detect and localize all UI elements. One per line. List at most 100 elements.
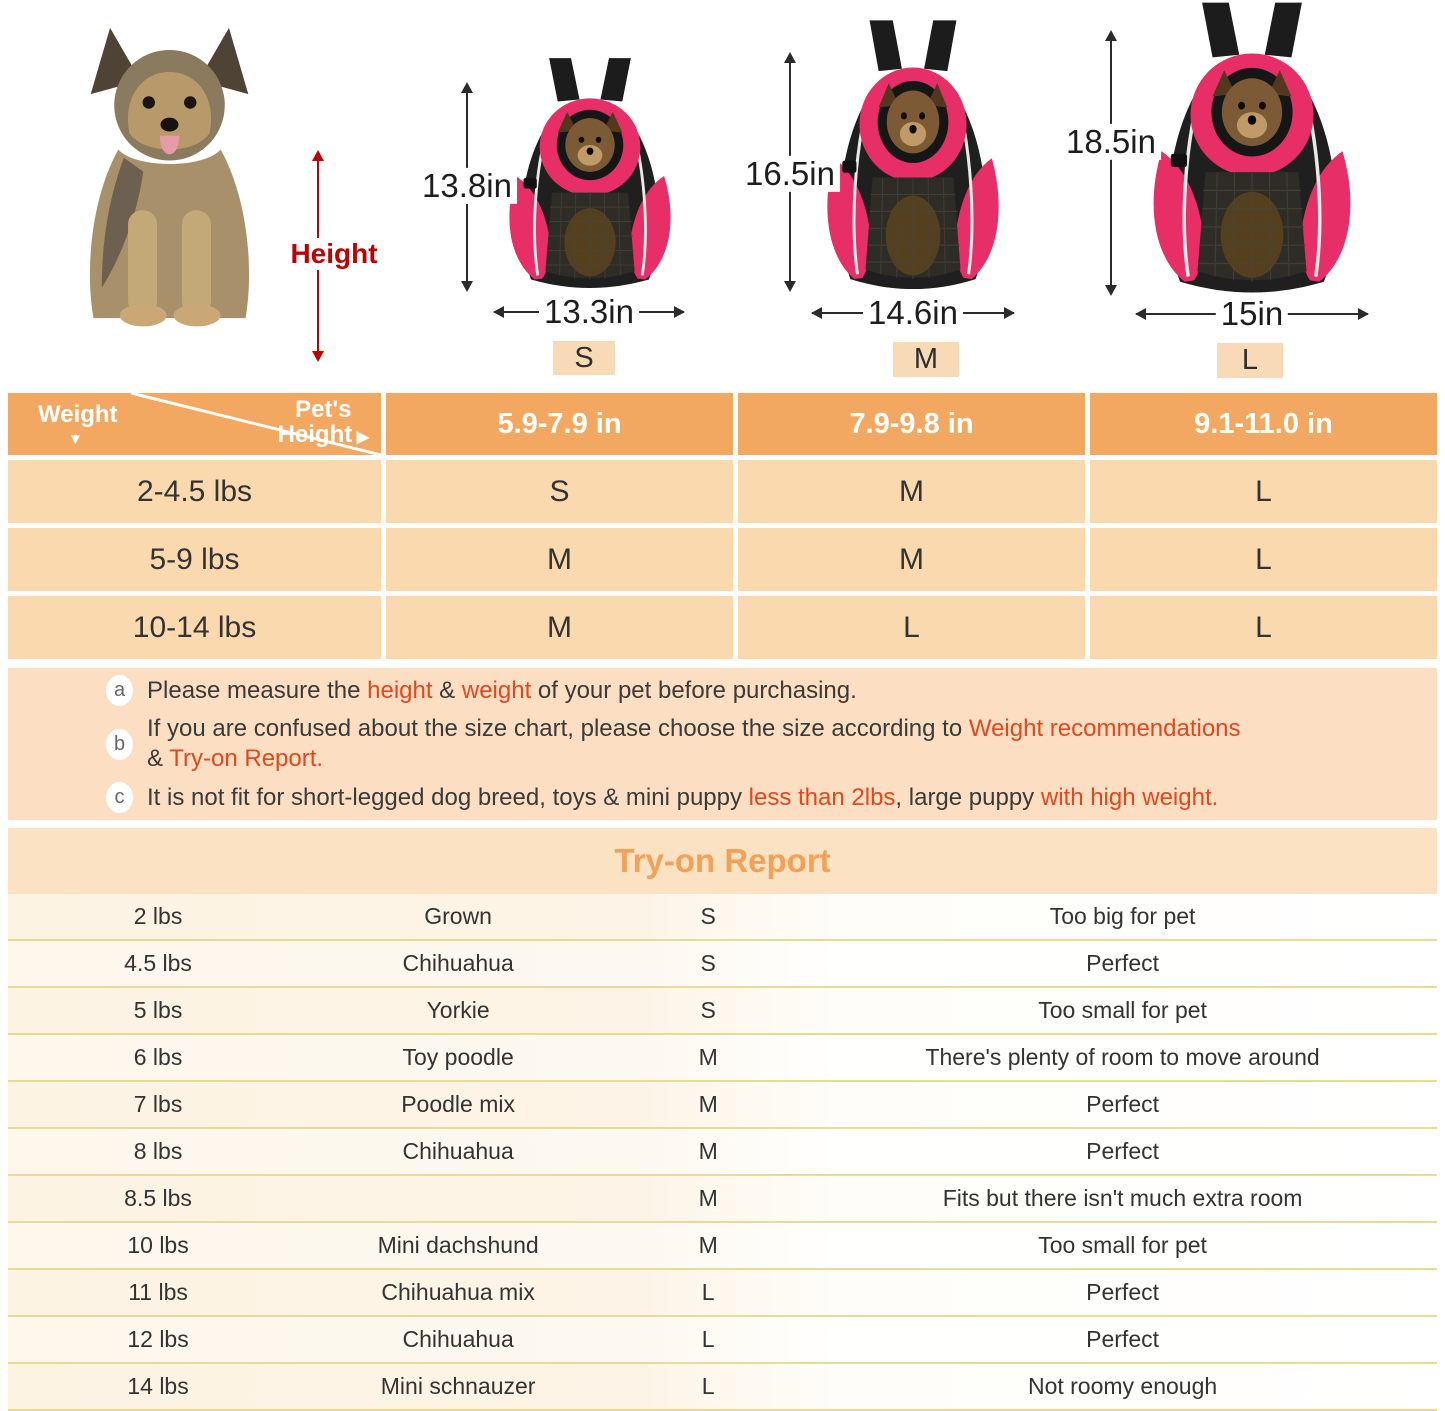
weight-range-cell: 2-4.5 lbs [8,460,381,523]
height-value-l: 18.5in [1061,123,1161,161]
tryon-row: 4.5 lbs Chihuahua S Perfect [8,941,1437,988]
tryon-row: 8 lbs Chihuahua M Perfect [8,1129,1437,1176]
size-badge-s: S [553,341,615,375]
tryon-breed: Mini schnauzer [380,1373,536,1399]
notes-section: a Please measure the height & weight of … [8,668,1437,820]
note-b-text: If you are confused about the size chart… [147,715,1241,772]
tryon-title-band: Try-on Report [8,828,1437,894]
tryon-weight: 7 lbs [133,1091,183,1117]
size-table-col-header: 9.1-11.0 in [1090,393,1437,455]
width-arrow-s: 13.3in [493,293,685,331]
size-cell: L [1090,460,1437,523]
tryon-report-section: Try-on Report 2 lbs Grown S Too big for … [8,828,1437,1411]
corner-weight-label: Weight [38,401,118,428]
tryon-row: 2 lbs Grown S Too big for pet [8,894,1437,941]
tryon-weight: 8.5 lbs [124,1185,192,1211]
note-a: a Please measure the height & weight of … [106,675,1407,706]
tryon-weight: 5 lbs [133,997,183,1023]
tryon-weight: 10 lbs [127,1232,189,1258]
backpack-s-image [507,56,673,290]
backpack-l-image [1151,0,1353,295]
corner-diagonal-line [8,393,381,455]
tryon-size: S [700,950,716,976]
tryon-breed: Chihuahua [402,1326,514,1352]
tryon-comment: Too small for pet [1038,997,1207,1023]
hero-section: Height 13.8in 13.3in S 16.5in 14.6in M 1… [0,0,1445,392]
tryon-breed: Poodle mix [401,1091,515,1117]
size-cell: M [386,528,733,591]
tryon-comment: Perfect [1086,1279,1160,1305]
note-a-text: Please measure the height & weight of yo… [147,676,857,704]
tryon-weight: 6 lbs [133,1044,183,1070]
tryon-row: 11 lbs Chihuahua mix L Perfect [8,1270,1437,1317]
note-b: b If you are confused about the size cha… [106,714,1407,774]
size-cell: L [1090,528,1437,591]
size-table-col-header: 7.9-9.8 in [738,393,1085,455]
tryon-breed: Mini dachshund [377,1232,539,1258]
tryon-row: 5 lbs Yorkie S Too small for pet [8,988,1437,1035]
size-cell: S [386,460,733,523]
weight-range-cell: 5-9 lbs [8,528,381,591]
tryon-size: M [698,1044,718,1070]
tryon-size: L [701,1373,715,1399]
tryon-comment: Not roomy enough [1027,1373,1218,1399]
tryon-row: 7 lbs Poodle mix M Perfect [8,1082,1437,1129]
tryon-breed: Grown [424,903,492,929]
tryon-weight: 11 lbs [128,1279,188,1305]
right-triangle-icon: ▶ [352,429,369,447]
tryon-size: S [700,997,716,1023]
tryon-weight: 12 lbs [127,1326,189,1352]
tryon-comment: Perfect [1086,950,1160,976]
tryon-breed: Yorkie [426,997,490,1023]
tryon-row: 10 lbs Mini dachshund M Too small for pe… [8,1223,1437,1270]
width-arrow-l: 15in [1135,295,1369,333]
corner-height-label: Pet's Height ▶ [277,396,369,449]
tryon-row: 8.5 lbs M Fits but there isn't much extr… [8,1176,1437,1223]
backpack-m-image [825,18,1001,291]
note-a-badge: a [106,675,133,706]
tryon-row: 6 lbs Toy poodle M There's plenty of roo… [8,1035,1437,1082]
size-badge-l: L [1217,343,1283,378]
size-table-col-header: 5.9-7.9 in [386,393,733,455]
tryon-breed: Chihuahua mix [381,1279,535,1305]
tryon-breed: Chihuahua [402,950,514,976]
tryon-breed: Chihuahua [402,1138,514,1164]
size-table: Weight ▼ Pet's Height ▶ 5.9-7.9 in 7.9-9… [0,393,1445,659]
tryon-comment: Too small for pet [1038,1232,1207,1258]
tryon-size: M [698,1091,718,1117]
pet-height-label: Height [287,238,381,270]
size-badge-m: M [893,342,959,377]
size-cell: L [1090,596,1437,659]
tryon-comment: There's plenty of room to move around [925,1044,1320,1070]
note-b-badge: b [106,728,133,760]
size-cell: M [738,460,1085,523]
size-cell: M [386,596,733,659]
tryon-row: 14 lbs Mini schnauzer L Not roomy enough [8,1364,1437,1411]
tryon-size: M [698,1185,718,1211]
tryon-comment: Fits but there isn't much extra room [942,1185,1303,1211]
note-c-text: It is not fit for short-legged dog breed… [147,783,1219,811]
size-table-corner-cell: Weight ▼ Pet's Height ▶ [8,393,381,455]
tryon-comment: Perfect [1086,1091,1160,1117]
size-cell: L [738,596,1085,659]
tryon-comment: Perfect [1086,1138,1160,1164]
width-value-m: 14.6in [863,294,963,332]
tryon-title: Try-on Report [614,842,831,879]
tryon-size: S [700,903,716,929]
width-value-l: 15in [1215,295,1289,333]
down-triangle-icon: ▼ [68,431,83,448]
tryon-weight: 14 lbs [127,1373,189,1399]
dog-photo [89,27,250,327]
tryon-comment: Perfect [1086,1326,1160,1352]
tryon-size: M [698,1138,718,1164]
height-arrow-l [1105,30,1117,296]
tryon-rows: 2 lbs Grown S Too big for pet 4.5 lbs Ch… [8,894,1437,1411]
height-value-s: 13.8in [417,167,517,205]
tryon-size: M [698,1232,718,1258]
weight-range-cell: 10-14 lbs [8,596,381,659]
tryon-weight: 8 lbs [133,1138,183,1164]
width-arrow-m: 14.6in [811,294,1015,332]
note-c: c It is not fit for short-legged dog bre… [106,782,1407,813]
note-c-badge: c [106,782,133,813]
